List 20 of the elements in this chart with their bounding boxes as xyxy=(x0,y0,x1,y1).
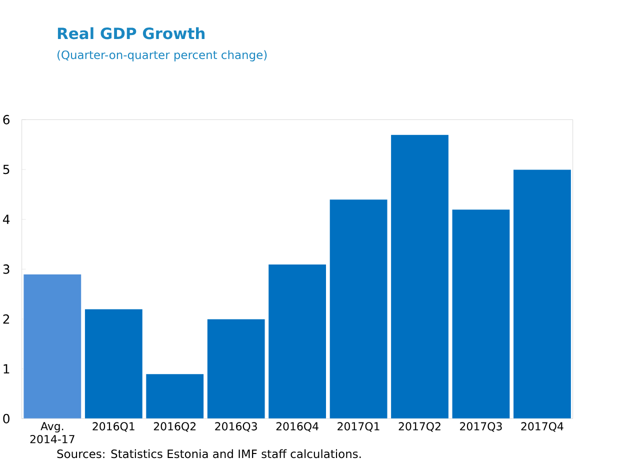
y-tick-label: 1 xyxy=(4,364,10,374)
y-tick-label: 5 xyxy=(3,164,10,174)
x-tick-label: 2016Q1 xyxy=(92,422,134,432)
chart-title: Real GDP Growth xyxy=(58,27,204,40)
x-tick-label: 2017Q3 xyxy=(460,422,502,432)
x-tick-label: 2017Q2 xyxy=(398,422,440,432)
bar xyxy=(329,199,388,419)
y-tick-label: 6 xyxy=(3,114,10,124)
x-tick-label: 2016Q3 xyxy=(215,422,257,432)
x-tick-label: Avg. 2014-17 xyxy=(30,422,74,444)
x-tick-label: 2017Q4 xyxy=(521,422,564,432)
y-tick-label: 4 xyxy=(2,214,10,224)
y-tick-label: 2 xyxy=(3,314,10,324)
x-tick-label: 2017Q1 xyxy=(338,422,380,432)
chart-subtitle: (Quarter-on-quarter percent change) xyxy=(58,50,267,62)
x-tick-label: 2016Q4 xyxy=(276,422,318,432)
y-tick-label: 3 xyxy=(3,264,10,274)
source-note: Sources: Statistics Estonia and IMF staff calculations. xyxy=(57,449,361,458)
y-tick-label: 0 xyxy=(3,414,10,424)
x-tick-label: 2016Q2 xyxy=(154,422,196,432)
